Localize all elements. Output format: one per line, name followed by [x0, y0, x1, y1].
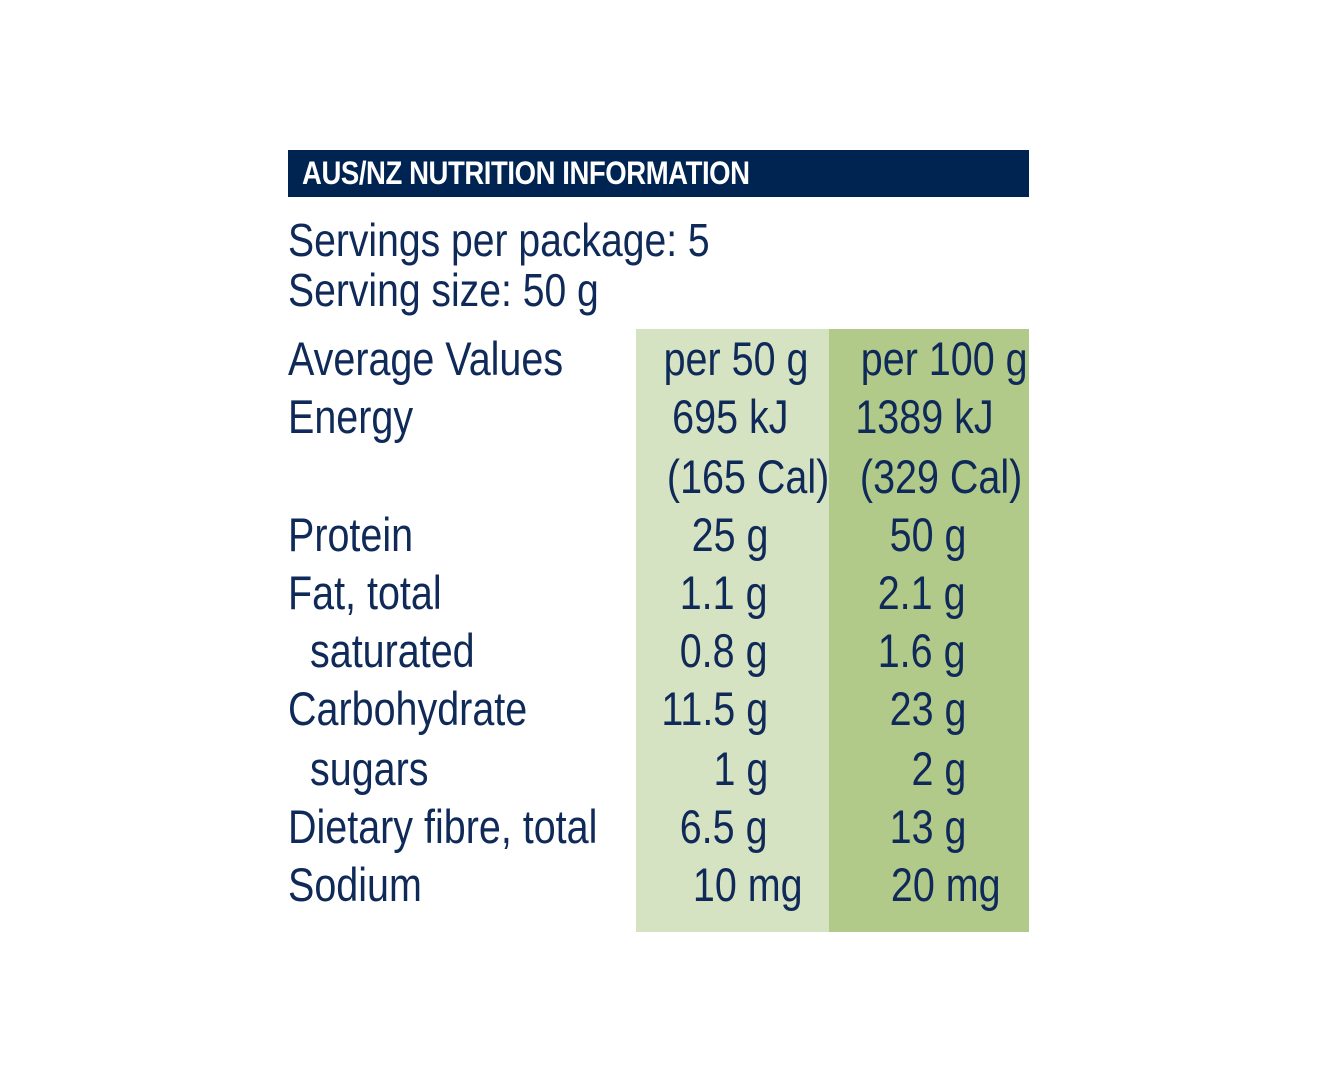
row-value-per-100g: 50 g — [829, 506, 1029, 564]
row-label: sugars — [310, 742, 429, 795]
servings-per-package: Servings per package: 5 — [288, 214, 710, 266]
row-label: Protein — [288, 508, 414, 561]
value-text: 1 g — [713, 742, 768, 795]
row-value-per-serving: 10 mg — [636, 856, 829, 914]
row-value-per-serving: 11.5 g — [636, 680, 829, 738]
value-text: 6.5 g — [680, 800, 768, 853]
nutrition-panel: AUS/NZ NUTRITION INFORMATION Servings pe… — [288, 150, 1029, 932]
value-text: 11.5 g — [661, 682, 768, 735]
row-value-per-100g: 1389 kJ — [829, 388, 1029, 446]
servings-info: Servings per package: 5 Serving size: 50… — [288, 215, 784, 315]
row-label: Energy — [288, 390, 414, 443]
panel-title: AUS/NZ NUTRITION INFORMATION — [302, 155, 750, 191]
row-value-per-100g: 1.6 g — [829, 622, 1029, 680]
per-100g-column-bg — [829, 329, 1029, 932]
col1-header: per 50 g — [636, 330, 829, 388]
row-value-per-100g: 2.1 g — [829, 564, 1029, 622]
table-row: (165 Cal) (329 Cal) — [288, 448, 1029, 506]
value-text: 50 g — [889, 508, 966, 561]
col1-header-text: per 50 g — [663, 332, 809, 385]
value-text: 2.1 g — [878, 566, 966, 619]
col2-header-text: per 100 g — [860, 332, 1028, 385]
table-row: Sodium 10 mg 20 mg — [288, 856, 1029, 914]
value-text: 13 g — [889, 800, 966, 853]
row-label: Carbohydrate — [288, 682, 528, 735]
table-row: Fat, total 1.1 g 2.1 g — [288, 564, 1029, 622]
serving-size: Serving size: 50 g — [288, 264, 599, 316]
panel-title-bar: AUS/NZ NUTRITION INFORMATION — [288, 150, 1029, 197]
row-label: Sodium — [288, 858, 422, 911]
value-text: 1389 kJ — [855, 390, 994, 443]
value-text: 0.8 g — [680, 624, 768, 677]
value-text: (165 Cal) — [666, 450, 830, 503]
row-value-per-serving: 0.8 g — [636, 622, 829, 680]
row-label: Dietary fibre, total — [288, 800, 598, 853]
per-serving-column-bg — [636, 329, 829, 932]
col2-header: per 100 g — [829, 330, 1029, 388]
value-text: 23 g — [889, 682, 966, 735]
row-value-per-serving: 25 g — [636, 506, 829, 564]
row-value-per-serving: 6.5 g — [636, 798, 829, 856]
row-label: Fat, total — [288, 566, 442, 619]
value-text: 1.6 g — [878, 624, 966, 677]
row-value-per-serving: 1.1 g — [636, 564, 829, 622]
value-text: 10 mg — [693, 858, 803, 911]
table-row: saturated 0.8 g 1.6 g — [288, 622, 1029, 680]
table-row: sugars 1 g 2 g — [288, 740, 1029, 798]
row-value-per-serving: 1 g — [636, 740, 829, 798]
value-text: 25 g — [691, 508, 768, 561]
row-value-per-100g: 2 g — [829, 740, 1029, 798]
table-row: Carbohydrate 11.5 g 23 g — [288, 680, 1029, 738]
row-value-per-100g: 23 g — [829, 680, 1029, 738]
row-value-per-100g: 13 g — [829, 798, 1029, 856]
value-text: 20 mg — [891, 858, 1001, 911]
table-row: Energy 695 kJ 1389 kJ — [288, 388, 1029, 446]
value-text: 1.1 g — [680, 566, 768, 619]
table-row: Dietary fibre, total 6.5 g 13 g — [288, 798, 1029, 856]
value-text: 695 kJ — [671, 390, 788, 443]
average-values-label: Average Values — [288, 332, 564, 385]
value-text: 2 g — [911, 742, 966, 795]
row-label: saturated — [310, 624, 475, 677]
table-row: Protein 25 g 50 g — [288, 506, 1029, 564]
row-value-per-serving: (165 Cal) — [636, 448, 829, 506]
table-header-row: Average Values per 50 g per 100 g — [288, 330, 1029, 388]
row-value-per-serving: 695 kJ — [636, 388, 829, 446]
row-value-per-100g: (329 Cal) — [829, 448, 1029, 506]
row-value-per-100g: 20 mg — [829, 856, 1029, 914]
value-text: (329 Cal) — [859, 450, 1023, 503]
